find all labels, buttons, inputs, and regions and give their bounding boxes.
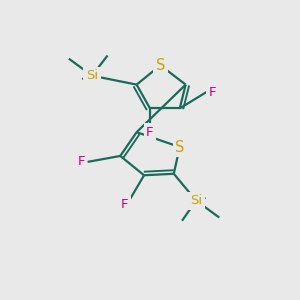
- Text: Si: Si: [86, 69, 98, 82]
- Text: F: F: [121, 199, 128, 212]
- Text: S: S: [175, 140, 184, 154]
- Text: F: F: [77, 155, 85, 168]
- Text: F: F: [209, 85, 216, 98]
- Text: Si: Si: [190, 194, 202, 207]
- Text: S: S: [156, 58, 165, 73]
- Text: F: F: [146, 126, 154, 139]
